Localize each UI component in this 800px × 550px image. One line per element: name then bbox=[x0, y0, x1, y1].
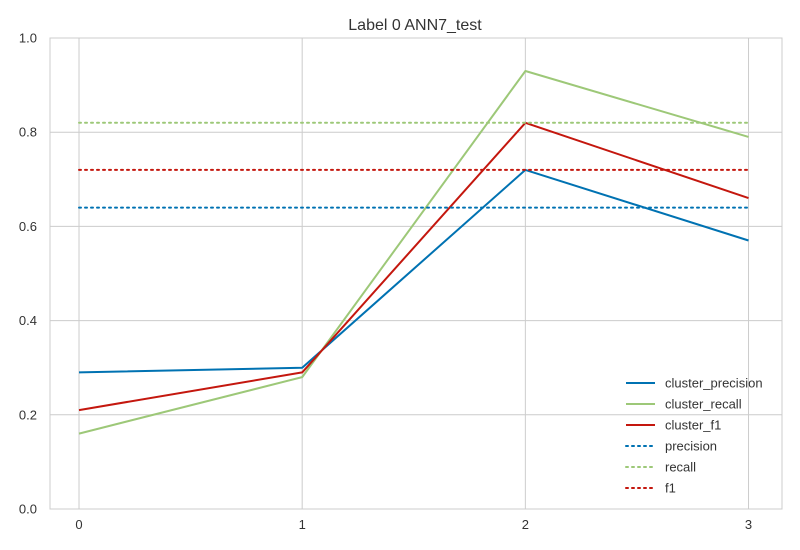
x-tick-label: 1 bbox=[299, 517, 306, 532]
chart-title: Label 0 ANN7_test bbox=[348, 17, 482, 34]
legend-label-recall: recall bbox=[665, 460, 696, 475]
y-tick-label: 0.2 bbox=[19, 407, 37, 422]
legend: cluster_precision cluster_recall cluster_f… bbox=[625, 376, 763, 496]
y-tick-label: 0.0 bbox=[19, 502, 37, 517]
series-layer bbox=[78, 70, 750, 435]
plot-area-frame bbox=[49, 37, 783, 510]
series-line-cluster-precision bbox=[78, 168, 749, 374]
x-tick-label: 0 bbox=[75, 517, 82, 532]
y-axis-ticks: 0.0 0.2 0.4 0.6 0.8 1.0 bbox=[19, 31, 37, 517]
legend-label-cluster-precision: cluster_precision bbox=[665, 376, 763, 391]
y-tick-label: 1.0 bbox=[19, 31, 37, 46]
legend-label-cluster-recall: cluster_recall bbox=[665, 397, 742, 412]
series-line-cluster-f1 bbox=[78, 121, 749, 412]
series-line-cluster-recall bbox=[78, 70, 749, 435]
x-tick-label: 2 bbox=[522, 517, 529, 532]
x-axis-ticks: 0 1 2 3 bbox=[75, 517, 752, 532]
legend-label-precision: precision bbox=[665, 439, 717, 454]
legend-label-f1: f1 bbox=[665, 481, 676, 496]
y-tick-label: 0.6 bbox=[19, 219, 37, 234]
y-tick-label: 0.4 bbox=[19, 313, 37, 328]
y-tick-label: 0.8 bbox=[19, 125, 37, 140]
legend-label-cluster-f1: cluster_f1 bbox=[665, 418, 721, 433]
x-tick-label: 3 bbox=[745, 517, 752, 532]
